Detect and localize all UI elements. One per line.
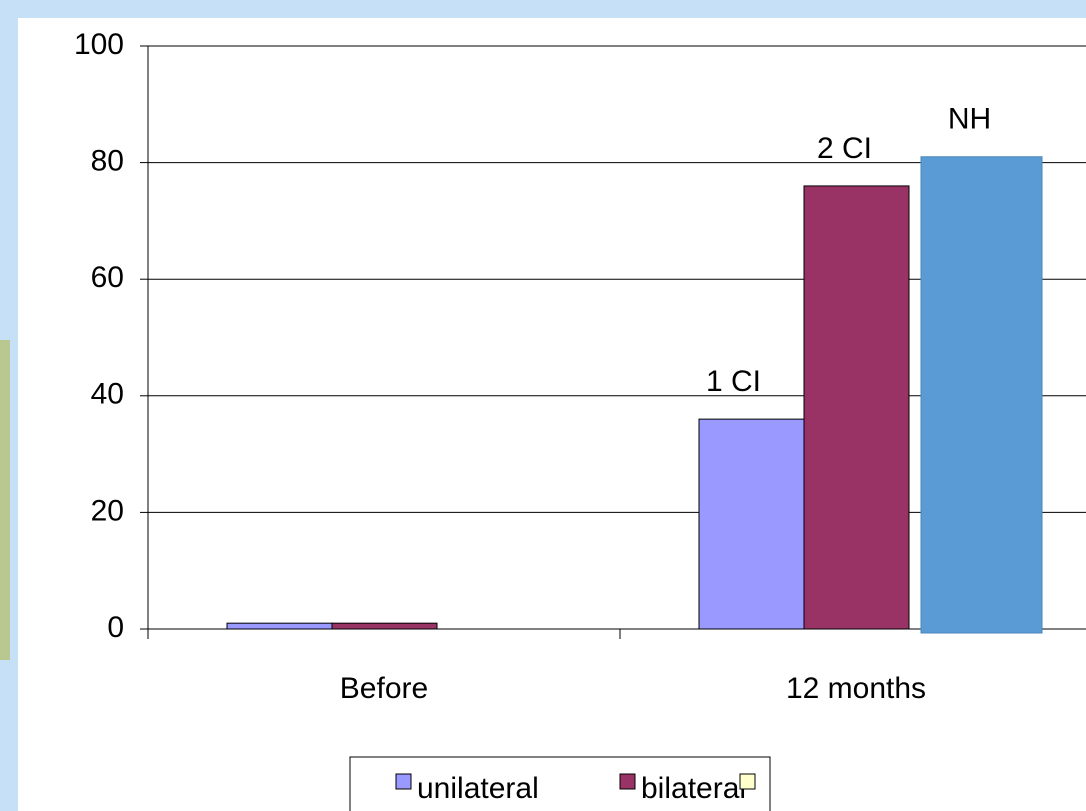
y-tick-label: 80	[91, 145, 124, 178]
legend-label: unilateral	[417, 772, 539, 805]
bar	[920, 156, 1043, 634]
bar	[226, 622, 333, 630]
legend-label: bilateral	[641, 772, 746, 805]
legend-swatch	[619, 773, 636, 790]
legend-swatch	[739, 773, 756, 790]
y-tick-label: 20	[91, 494, 124, 527]
y-tick-label: 0	[107, 611, 124, 644]
annotation: 1 CI	[706, 365, 761, 398]
annotation: NH	[948, 103, 991, 136]
y-tick-label: 40	[91, 378, 124, 411]
x-tick-label: Before	[340, 672, 428, 705]
x-tick-label: 12 months	[786, 672, 926, 705]
legend-box	[349, 756, 771, 811]
bar	[698, 418, 805, 630]
y-tick-label: 60	[91, 261, 124, 294]
legend-swatch	[395, 773, 412, 790]
bar	[803, 185, 910, 630]
side-image-fragment	[0, 340, 10, 660]
y-tick-label: 100	[74, 28, 124, 61]
annotation: 2 CI	[817, 132, 872, 165]
bar	[331, 622, 438, 630]
